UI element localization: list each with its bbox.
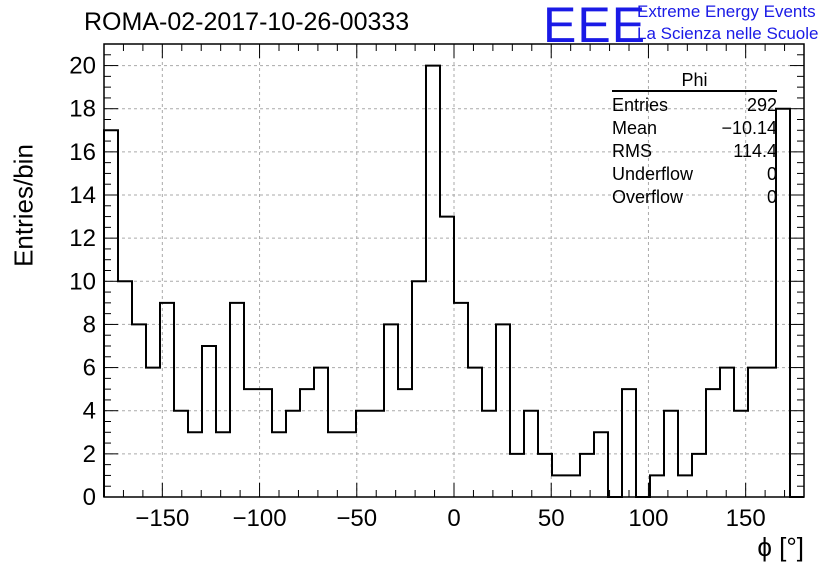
histogram-bin — [202, 346, 216, 497]
histogram-bin — [762, 368, 776, 497]
stats-row-mean: Mean −10.14 — [612, 117, 777, 140]
histogram-bin — [328, 432, 342, 497]
stats-row-entries: Entries 292 — [612, 94, 777, 117]
chart-title: ROMA-02-2017-10-26-00333 — [84, 8, 410, 36]
stats-label: Entries — [612, 95, 669, 115]
histogram-bin — [748, 368, 762, 497]
y-tick-label: 20 — [69, 53, 96, 80]
histogram-bin — [300, 389, 314, 497]
y-tick-label: 8 — [83, 311, 96, 338]
stats-value: 0 — [766, 187, 777, 207]
stats-row-underflow: Underflow 0 — [612, 163, 777, 186]
y-tick-label: 0 — [83, 484, 96, 511]
y-tick-label: 4 — [83, 398, 96, 425]
histogram-bin — [272, 432, 286, 497]
x-tick-label: 150 — [726, 505, 766, 532]
stats-label: RMS — [612, 141, 652, 161]
stats-box: Phi Entries 292 Mean −10.14 RMS 114.4 Un… — [612, 70, 777, 209]
stats-row-rms: RMS 114.4 — [612, 140, 777, 163]
stats-value: 0 — [766, 164, 777, 184]
histogram-bin — [244, 389, 258, 497]
histogram-bin — [622, 389, 636, 497]
y-tick-label: 14 — [69, 182, 96, 209]
histogram-bin — [258, 389, 272, 497]
stats-value: 114.4 — [733, 141, 777, 161]
stats-label: Underflow — [612, 164, 694, 184]
x-tick-label: −100 — [233, 505, 287, 532]
histogram-bin — [230, 303, 244, 497]
histogram-bin — [692, 454, 706, 497]
histogram-bin — [678, 475, 692, 497]
histogram-bin — [706, 389, 720, 497]
histogram-bin — [580, 454, 594, 497]
x-tick-label: 0 — [447, 505, 460, 532]
histogram-bin — [440, 217, 454, 497]
histogram-bin — [650, 475, 664, 497]
x-tick-label: 100 — [628, 505, 668, 532]
histogram-bin — [216, 432, 230, 497]
x-axis-label: ϕ [°] — [757, 532, 804, 562]
logo-tagline-2: La Scienza nelle Scuole — [637, 24, 819, 43]
histogram-bin — [566, 475, 580, 497]
y-axis-label-box: Entries/bin — [4, 110, 40, 310]
eee-logo: EEE — [543, 0, 647, 53]
histogram-bin — [412, 281, 426, 497]
stats-title: Phi — [681, 70, 708, 90]
histogram-bin — [538, 454, 552, 497]
histogram-bin — [552, 475, 566, 497]
histogram-bin — [468, 368, 482, 497]
y-tick-label: 18 — [69, 96, 96, 123]
histogram-bin — [398, 389, 412, 497]
y-axis-label: Entries/bin — [8, 144, 39, 267]
y-tick-label: 12 — [69, 225, 96, 252]
histogram-outline — [103, 64, 804, 498]
x-tick-label: 50 — [538, 505, 565, 532]
stats-separator — [612, 90, 777, 92]
histogram-bin — [454, 303, 468, 497]
x-tick-label: −50 — [336, 505, 377, 532]
histogram-bin — [146, 368, 160, 497]
histogram-bin — [342, 432, 356, 497]
y-tick-label: 16 — [69, 139, 96, 166]
histogram-bin — [594, 432, 608, 497]
histogram-bin — [118, 281, 132, 497]
y-tick-label: 2 — [83, 441, 96, 468]
histogram-bin — [720, 368, 734, 497]
histogram-bin — [314, 368, 328, 497]
stats-row-overflow: Overflow 0 — [612, 186, 777, 209]
x-tick-label: −150 — [135, 505, 189, 532]
stats-value: −10.14 — [721, 118, 777, 138]
histogram-bin — [188, 432, 202, 497]
y-tick-label: 6 — [83, 355, 96, 382]
logo-tagline-1: Extreme Energy Events — [637, 2, 816, 21]
stats-label: Overflow — [612, 187, 684, 207]
y-tick-label: 10 — [69, 268, 96, 295]
stats-value: 292 — [746, 95, 777, 115]
stats-label: Mean — [612, 118, 658, 138]
histogram-bin — [776, 109, 790, 497]
